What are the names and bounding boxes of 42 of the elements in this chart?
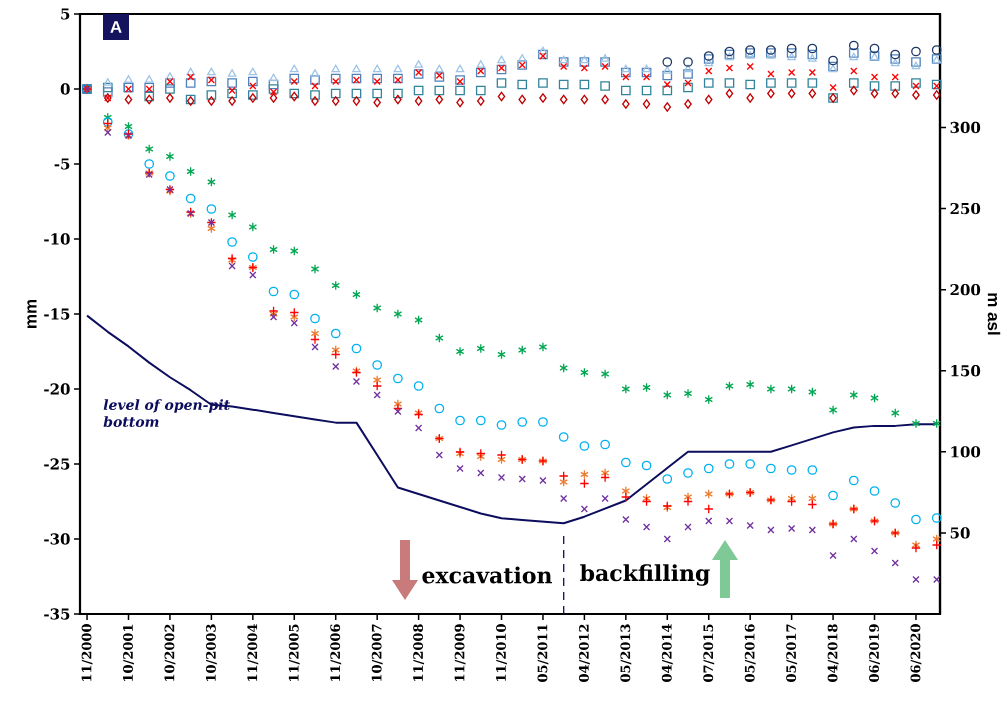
x-tick-label: 04/2012: [578, 624, 590, 682]
y2-tick-label: 200: [950, 283, 981, 296]
annotation: backfilling: [580, 564, 710, 586]
x-tick-label: 05/2017: [786, 624, 798, 682]
y-tick-label: 0: [60, 83, 70, 95]
y2-tick-label: 150: [951, 365, 981, 377]
y-tick-label: -35: [44, 608, 70, 620]
x-tick-label: 04/2018: [827, 624, 839, 682]
y2-axis-title: m asl: [987, 293, 1001, 335]
x-tick-label: 06/2020: [910, 624, 922, 682]
x-tick-label: 05/2016: [744, 624, 756, 682]
x-tick-label: 11/2006: [330, 624, 342, 681]
y-tick-label: 5: [61, 8, 70, 20]
x-tick-label: 10/2003: [205, 624, 217, 681]
annotation: A: [110, 21, 122, 33]
x-tick-label: 11/2004: [247, 624, 259, 681]
x-tick-label: 07/2015: [703, 624, 715, 682]
y-tick-label: -25: [44, 458, 70, 470]
y-tick-label: -10: [44, 233, 70, 245]
y-tick-label: -20: [44, 383, 70, 395]
x-tick-label: 11/2005: [288, 624, 300, 681]
x-tick-label: 11/2008: [413, 624, 425, 681]
y2-tick-label: 300: [950, 121, 981, 134]
y-tick-label: -15: [44, 308, 70, 320]
y2-tick-label: 50: [950, 527, 970, 539]
x-tick-label: 11/2009: [454, 624, 466, 681]
x-tick-label: 05/2011: [537, 624, 549, 682]
x-tick-label: 04/2014: [661, 624, 673, 682]
x-tick-label: 10/2001: [123, 624, 134, 681]
x-tick-label: 10/2002: [164, 624, 176, 681]
y2-tick-label: 250: [950, 202, 981, 215]
y2-tick-label: 100: [951, 446, 981, 458]
y-tick-label: -30: [44, 533, 70, 545]
series-label: level of open-pit bottom: [103, 399, 230, 428]
y-axis-title: mm: [27, 299, 37, 328]
annotation: excavation: [422, 566, 552, 584]
x-tick-label: 06/2019: [869, 624, 880, 682]
y-tick-label: -5: [54, 158, 70, 170]
x-tick-label: 11/2010: [496, 624, 507, 681]
x-tick-label: 11/2000: [81, 624, 93, 681]
x-tick-label: 10/2007: [371, 624, 383, 681]
x-tick-label: 05/2013: [620, 624, 632, 682]
